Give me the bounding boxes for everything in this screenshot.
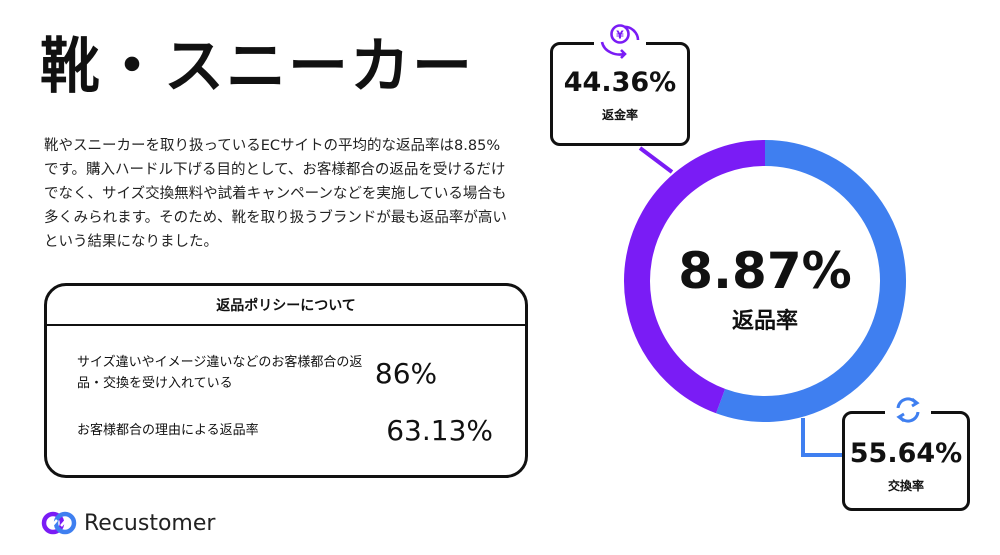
refund-rate-callout: 44.36% 返金率 [550, 42, 690, 146]
policy-header: 返品ポリシーについて [47, 286, 525, 326]
connector-exchange [801, 418, 842, 457]
refund-rate-value: 44.36% [563, 67, 677, 98]
policy-row-label: サイズ違いやイメージ違いなどのお客様都合の返品・交換を受け入れている [77, 355, 363, 391]
policy-row: サイズ違いやイメージ違いなどのお客様都合の返品・交換を受け入れている 86% [47, 348, 525, 398]
refresh-icon [885, 392, 931, 428]
description-text: 靴やスニーカーを取り扱っているECサイトの平均的な返品率は8.85%です。購入ハ… [44, 138, 507, 250]
policy-row-label: お客様都合の理由による返品率 [77, 422, 259, 438]
policy-row-value: 63.13% [386, 413, 493, 447]
recustomer-logo-icon [41, 511, 77, 535]
refund-rate-caption: 返金率 [601, 108, 638, 122]
policy-row: お客様都合の理由による返品率 63.13% [47, 410, 525, 450]
svg-text:¥: ¥ [616, 29, 624, 42]
donut-center-label: 8.87% 返品率 [640, 243, 890, 335]
donut-slice-refund [624, 140, 766, 414]
connector-refund [638, 146, 674, 174]
donut-slice-exchange [716, 140, 906, 422]
yen-cycle-icon: ¥ [594, 20, 646, 62]
exchange-rate-value: 55.64% [849, 438, 963, 469]
return-policy-panel: 返品ポリシーについて サイズ違いやイメージ違いなどのお客様都合の返品・交換を受け… [44, 283, 528, 478]
brand: Recustomer [40, 510, 215, 536]
exchange-rate-callout: 55.64% 交換率 [842, 411, 970, 511]
center-value: 8.87% [678, 242, 852, 300]
center-caption: 返品率 [731, 309, 798, 334]
brand-name: Recustomer [84, 510, 216, 536]
page-title: 靴・スニーカー [40, 32, 474, 102]
exchange-rate-caption: 交換率 [887, 479, 924, 493]
policy-row-value: 86% [374, 356, 438, 390]
